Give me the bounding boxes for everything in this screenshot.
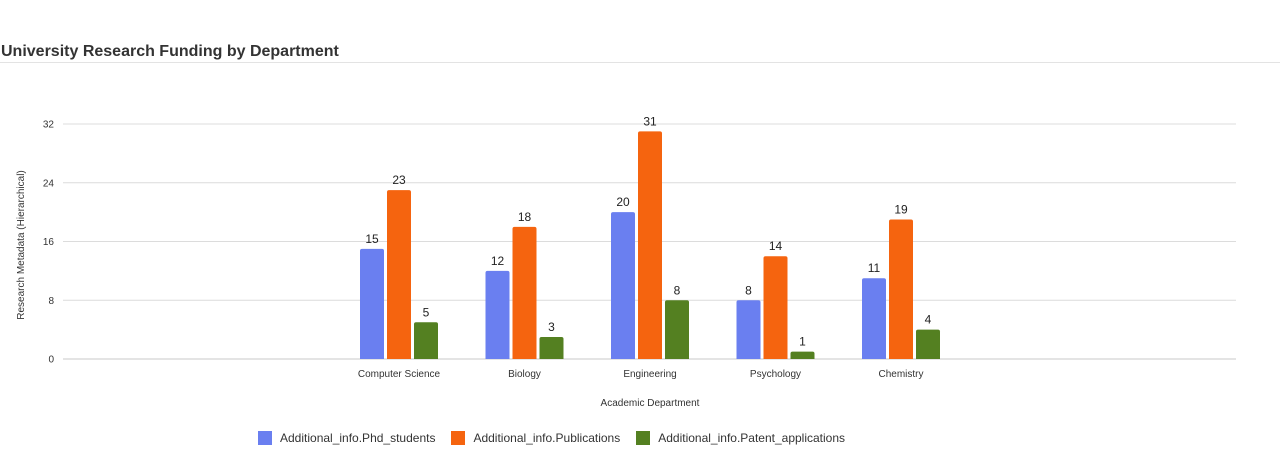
legend-label: Additional_info.Phd_students [280, 431, 436, 445]
data-label: 3 [548, 320, 555, 334]
bar [790, 351, 815, 359]
data-label: 15 [365, 232, 379, 246]
bar [485, 270, 510, 359]
data-label: 8 [745, 283, 752, 297]
bar [862, 278, 886, 359]
data-label: 12 [491, 254, 505, 268]
data-label: 1 [799, 335, 806, 349]
bar [360, 248, 384, 359]
bar [611, 212, 635, 359]
data-label: 11 [868, 261, 881, 275]
data-label: 19 [894, 202, 908, 216]
bar [638, 131, 662, 359]
x-tick-label: Psychology [750, 369, 801, 380]
legend-item[interactable]: Additional_info.Phd_students [258, 431, 435, 445]
y-axis-label: Research Metadata (Hierarchical) [16, 170, 27, 320]
x-axis-label: Academic Department [601, 398, 700, 409]
legend-swatch [636, 431, 651, 445]
x-tick-label: Chemistry [878, 369, 923, 380]
data-label: 8 [674, 283, 681, 297]
bar [763, 256, 788, 359]
bar [414, 322, 438, 359]
chart-header: University Research Funding by Departmen… [0, 0, 1280, 63]
legend-swatch [451, 431, 466, 445]
data-label: 20 [616, 195, 630, 209]
legend-item[interactable]: Additional_info.Patent_applications [636, 431, 845, 445]
bar [916, 329, 940, 359]
legend-label: Additional_info.Publications [473, 431, 621, 445]
x-tick-label: Computer Science [358, 369, 441, 380]
legend-item[interactable]: Additional_info.Publications [451, 431, 620, 445]
x-tick-label: Biology [508, 369, 541, 380]
data-label: 31 [643, 114, 657, 128]
bar [736, 300, 761, 359]
bar [665, 300, 689, 359]
y-tick-label: 8 [48, 296, 54, 307]
bar [512, 226, 537, 359]
data-label: 5 [423, 305, 430, 319]
data-label: 4 [925, 313, 932, 327]
legend-swatch [258, 431, 272, 445]
chart-legend: Additional_info.Phd_students Additional_i… [258, 430, 845, 446]
bar [387, 190, 411, 359]
bar [539, 336, 564, 359]
bar [889, 219, 913, 359]
y-tick-label: 0 [48, 355, 54, 366]
x-tick-label: Engineering [623, 369, 676, 380]
data-label: 14 [769, 239, 783, 253]
legend-label: Additional_info.Patent_applications [658, 431, 846, 445]
data-label: 23 [392, 173, 406, 187]
y-tick-label: 32 [43, 120, 55, 131]
y-tick-label: 16 [43, 237, 55, 248]
data-label: 18 [518, 210, 532, 224]
chart-title: University Research Funding by Departmen… [1, 43, 339, 60]
y-tick-label: 24 [43, 178, 55, 189]
